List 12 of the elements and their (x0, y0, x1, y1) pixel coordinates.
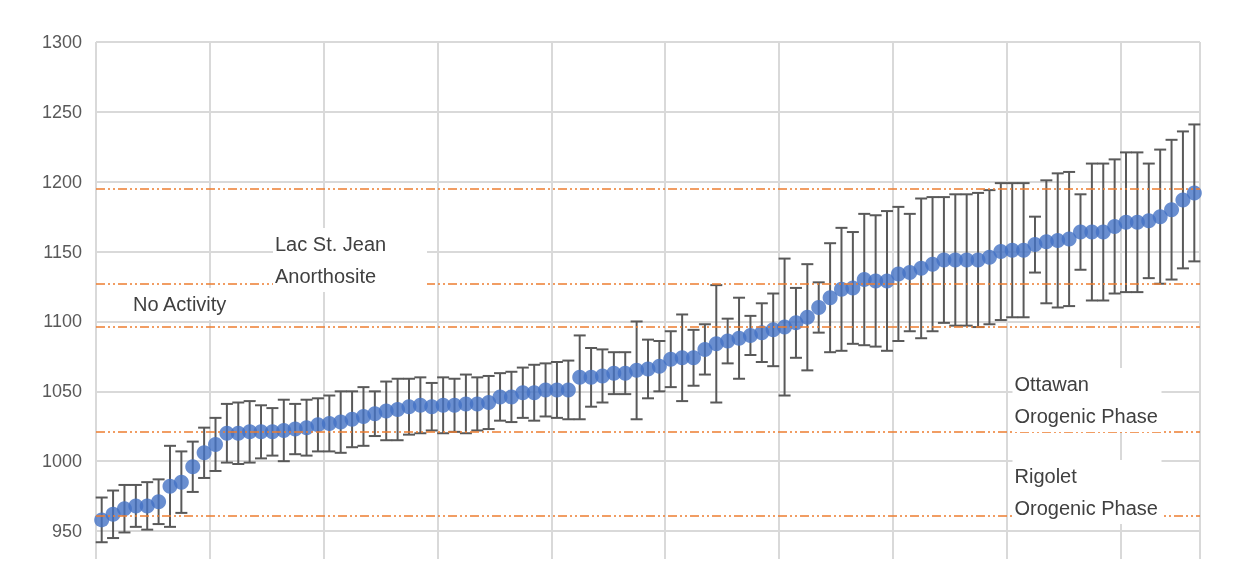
y-tick-label: 1000 (41, 451, 82, 472)
annotation: Lac St. Jean Anorthosite (275, 233, 392, 287)
y-tick-label: 1050 (41, 381, 82, 402)
y-tick-label: 1300 (41, 32, 82, 52)
y-tick-label: 950 (51, 521, 82, 542)
y-tick-label: 1200 (41, 171, 82, 192)
annotation: No Activity (133, 293, 227, 315)
y-tick-label: 1100 (43, 311, 82, 332)
y-tick-label: 1150 (43, 241, 82, 262)
y-tick-label: 1250 (41, 101, 82, 122)
annotation: Rigolet Orogenic Phase (1014, 465, 1158, 519)
annotation: Ottawan Orogenic Phase (1014, 373, 1158, 427)
